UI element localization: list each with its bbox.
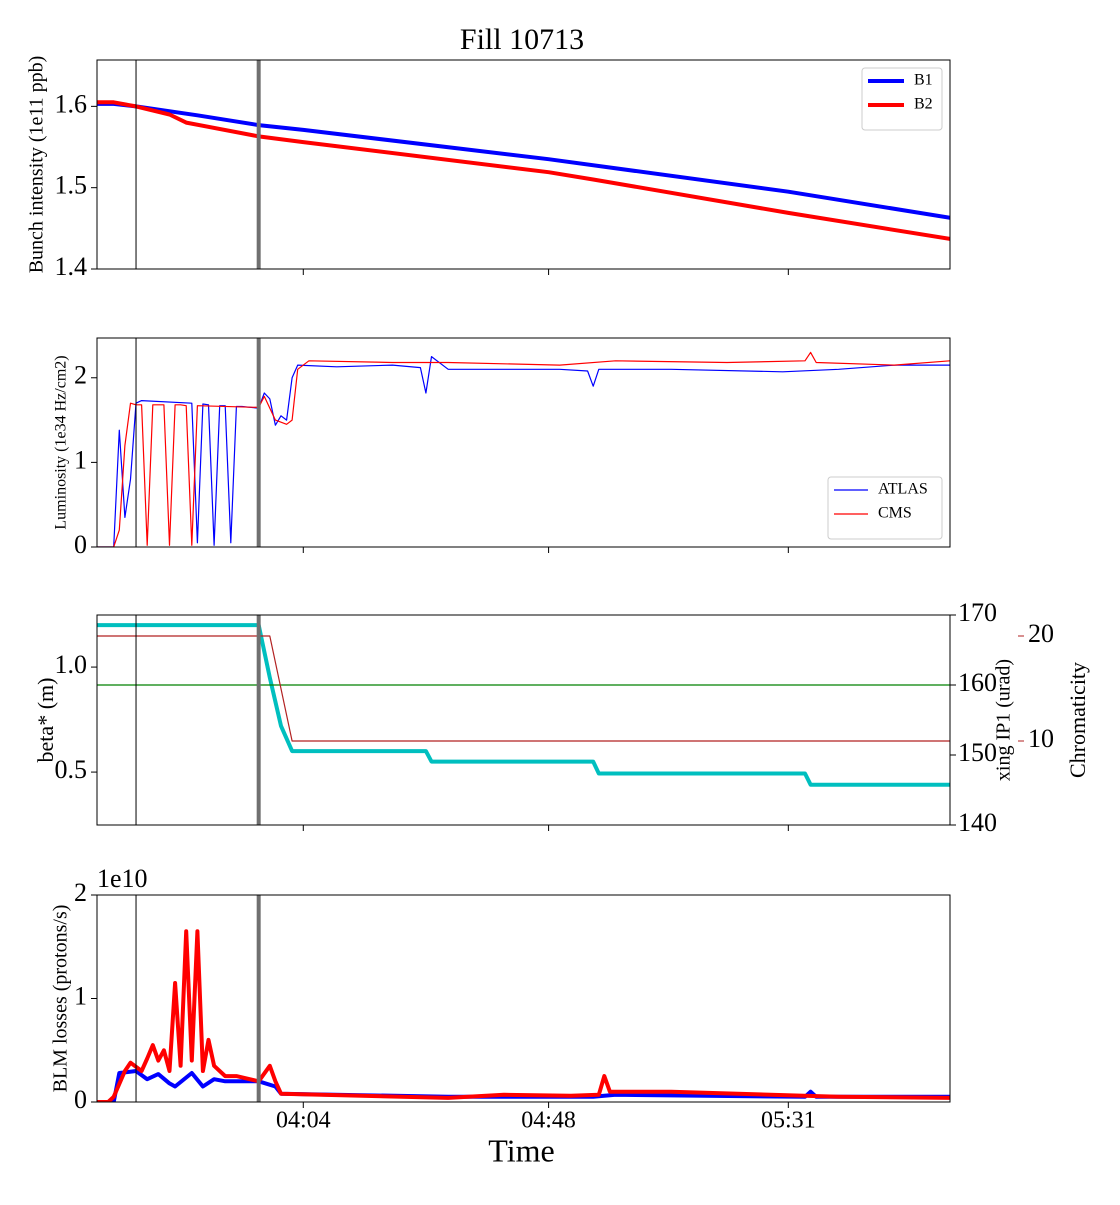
series-line <box>97 929 950 1102</box>
axes-frame <box>96 337 951 548</box>
y-tick-label: 160 <box>958 668 997 697</box>
legend-label: B2 <box>914 96 933 113</box>
x-tick-label: 04:04 <box>276 1108 331 1134</box>
y3-axis-label: Chromaticity <box>1065 662 1090 778</box>
y-tick-label: 170 <box>958 598 997 627</box>
plot-area <box>97 895 950 1102</box>
y-tick-label: 1.0 <box>55 650 88 679</box>
y-axis-label: Bunch intensity (1e11 ppb) <box>26 56 48 274</box>
y-tick-label: 0 <box>74 1085 87 1114</box>
y-axis-label: beta* (m) <box>33 678 58 763</box>
series-line <box>97 1069 950 1102</box>
legend-label: B1 <box>914 72 933 89</box>
offset-label: 1e10 <box>97 864 148 893</box>
legend-label: CMS <box>878 505 912 522</box>
legend-box <box>861 67 943 131</box>
plot-area <box>97 615 950 825</box>
y-tick-label: 1.4 <box>55 252 88 281</box>
y-tick-label: 0.5 <box>55 755 88 784</box>
legend-box <box>827 476 943 540</box>
y-tick-label: 20 <box>1028 619 1054 648</box>
y-tick-label: 10 <box>1028 724 1054 753</box>
series-line <box>97 100 950 241</box>
y-tick-label: 1 <box>74 445 87 474</box>
x-tick-label: 05:31 <box>761 1108 816 1134</box>
y-tick-label: 140 <box>958 808 997 837</box>
series-line <box>97 101 950 220</box>
series-line <box>97 356 950 547</box>
x-tick-label: 04:48 <box>521 1108 576 1134</box>
axes-frame <box>96 59 951 270</box>
y-tick-label: 2 <box>74 878 87 907</box>
y-tick-label: 0 <box>74 530 87 559</box>
series-line <box>97 623 950 787</box>
figure-title: Fill 10713 <box>460 23 584 56</box>
legend-label: ATLAS <box>878 481 928 498</box>
y-tick-label: 1.5 <box>55 171 88 200</box>
y-axis-label: BLM losses (protons/s) <box>50 905 72 1093</box>
series-line <box>97 351 950 547</box>
series-line <box>97 635 950 742</box>
axes-frame <box>96 894 951 1103</box>
y-tick-label: 1 <box>74 981 87 1010</box>
axes-frame <box>96 614 951 826</box>
y-tick-label: 1.6 <box>55 89 88 118</box>
y-tick-label: 2 <box>74 361 87 390</box>
x-axis-label: Time <box>488 1132 554 1168</box>
y-axis-label: Luminosity (1e34 Hz/cm2) <box>53 355 70 529</box>
plot-area <box>97 338 950 547</box>
plot-area <box>97 60 950 269</box>
y-tick-label: 150 <box>958 738 997 767</box>
y2-axis-label: xing IP1 (urad) <box>993 659 1015 781</box>
